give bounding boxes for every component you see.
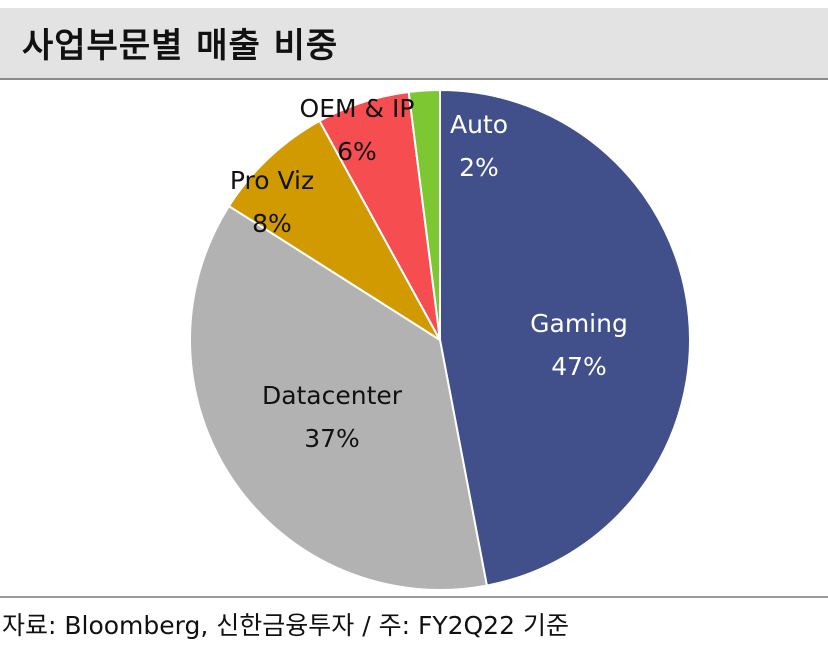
slice-label-datacenter: Datacenter bbox=[262, 381, 403, 410]
page-title: 사업부문별 매출 비중 bbox=[22, 26, 339, 66]
slice-percent-auto: 2% bbox=[459, 153, 499, 182]
footer-divider bbox=[0, 596, 828, 598]
pie-slice-pro-viz bbox=[227, 119, 441, 341]
source-note: 자료: Bloomberg, 신한금융투자 / 주: FY2Q22 기준 bbox=[2, 611, 569, 640]
pie-slice-auto bbox=[407, 88, 441, 341]
title-bar: 사업부문별 매출 비중 bbox=[0, 8, 828, 80]
pie-slice-datacenter bbox=[189, 204, 489, 591]
slice-percent-oem-ip: 6% bbox=[337, 137, 377, 166]
slice-percent-pro-viz: 8% bbox=[252, 209, 292, 238]
slice-label-gaming: Gaming bbox=[530, 309, 628, 338]
slice-label-auto: Auto bbox=[450, 110, 508, 139]
slice-label-pro-viz: Pro Viz bbox=[230, 166, 314, 195]
slice-percent-gaming: 47% bbox=[551, 352, 607, 381]
pie-slice-gaming bbox=[439, 88, 691, 587]
slice-label-oem-ip: OEM & IP bbox=[300, 94, 415, 123]
slice-percent-datacenter: 37% bbox=[304, 424, 360, 453]
